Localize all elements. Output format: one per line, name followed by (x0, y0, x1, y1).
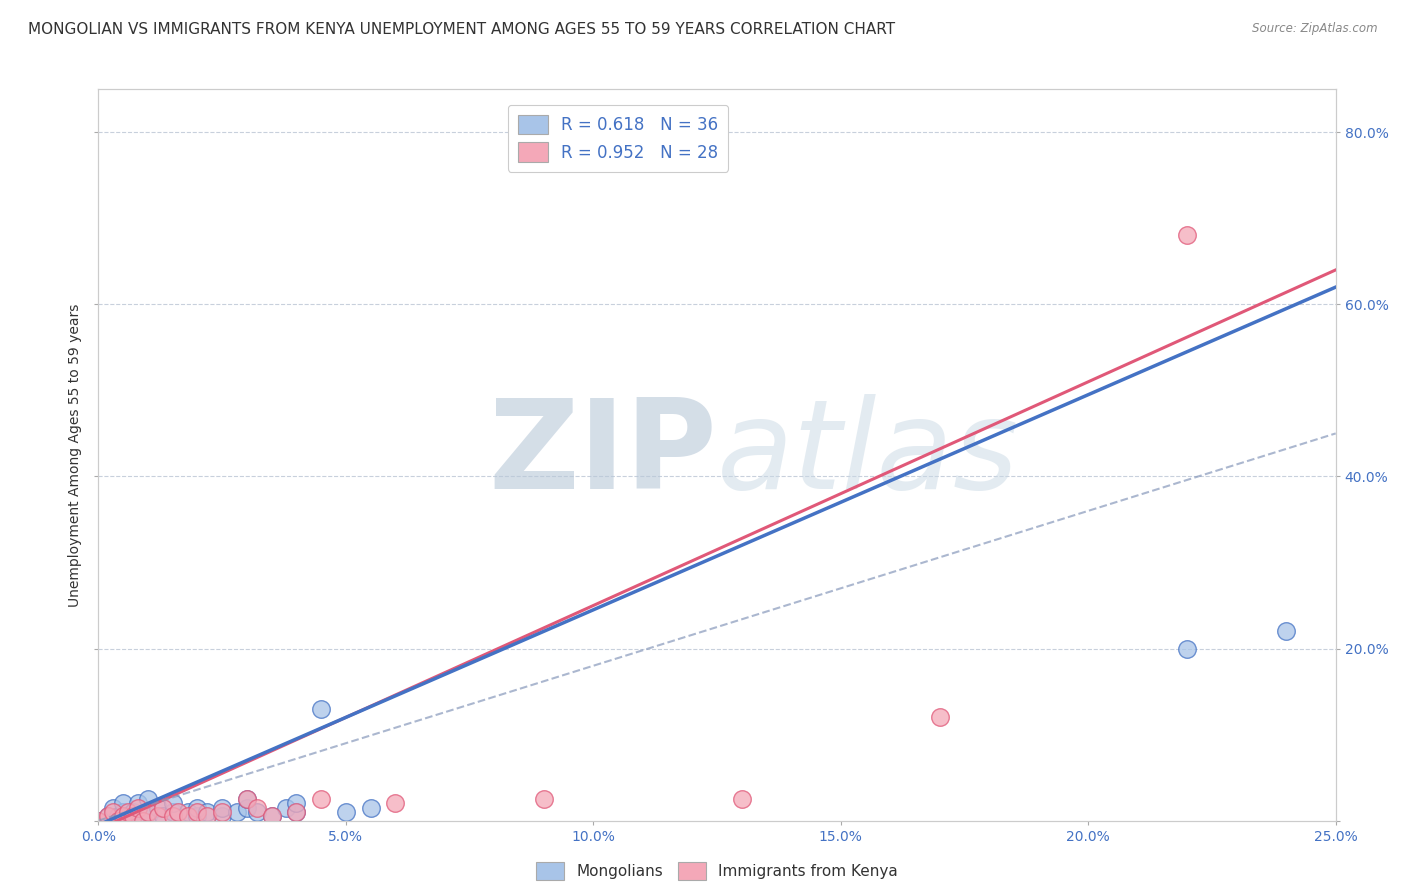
Point (87, 814, 110, 828)
Point (384, 797, 406, 811)
Point (122, 809, 145, 823)
Point (211, 809, 233, 823)
Point (731, 792, 754, 806)
Point (112, 805, 135, 819)
Point (152, 801, 174, 815)
Point (260, 809, 283, 823)
Point (136, 805, 159, 819)
Point (246, 805, 269, 819)
Point (162, 809, 184, 823)
Point (127, 801, 149, 815)
Point (136, 805, 159, 819)
Point (1175, 641, 1198, 656)
Text: MONGOLIAN VS IMMIGRANTS FROM KENYA UNEMPLOYMENT AMONG AGES 55 TO 59 YEARS CORREL: MONGOLIAN VS IMMIGRANTS FROM KENYA UNEMP… (28, 22, 896, 37)
Point (103, 805, 125, 819)
Point (186, 809, 208, 823)
Point (136, 792, 159, 806)
Point (285, 797, 308, 811)
Y-axis label: Unemployment Among Ages 55 to 59 years: Unemployment Among Ages 55 to 59 years (69, 303, 83, 607)
Point (246, 801, 269, 815)
Point (1175, 228, 1198, 243)
Point (117, 805, 139, 819)
Point (195, 809, 218, 823)
Point (335, 805, 357, 819)
Point (162, 805, 184, 819)
Point (236, 792, 259, 806)
Point (176, 809, 198, 823)
Point (309, 702, 332, 716)
Point (236, 792, 259, 806)
Point (107, 814, 129, 828)
Point (166, 805, 188, 819)
Text: Source: ZipAtlas.com: Source: ZipAtlas.com (1253, 22, 1378, 36)
Point (162, 797, 184, 811)
Point (186, 805, 208, 819)
Point (1275, 624, 1298, 639)
Point (132, 814, 155, 828)
Point (112, 809, 135, 823)
Point (533, 792, 555, 806)
Point (285, 805, 308, 819)
Point (107, 809, 129, 823)
Point (309, 792, 332, 806)
Text: atlas: atlas (717, 394, 1019, 516)
Point (360, 801, 382, 815)
Point (87, 814, 110, 828)
Point (122, 805, 145, 819)
Point (285, 805, 308, 819)
Point (211, 805, 233, 819)
Legend: Mongolians, Immigrants from Kenya: Mongolians, Immigrants from Kenya (530, 856, 904, 886)
Point (112, 797, 135, 811)
Point (146, 809, 169, 823)
Point (211, 801, 233, 815)
Point (260, 809, 283, 823)
Point (103, 801, 125, 815)
Point (928, 710, 950, 724)
Point (117, 809, 139, 823)
Point (97, 809, 120, 823)
Point (226, 805, 249, 819)
Point (186, 801, 208, 815)
Point (195, 805, 218, 819)
Point (276, 801, 298, 815)
Point (97, 809, 120, 823)
Text: ZIP: ZIP (488, 394, 717, 516)
Point (236, 801, 259, 815)
Point (127, 797, 149, 811)
Point (176, 805, 198, 819)
Point (127, 809, 149, 823)
Point (152, 809, 174, 823)
Point (146, 801, 169, 815)
Point (136, 809, 159, 823)
